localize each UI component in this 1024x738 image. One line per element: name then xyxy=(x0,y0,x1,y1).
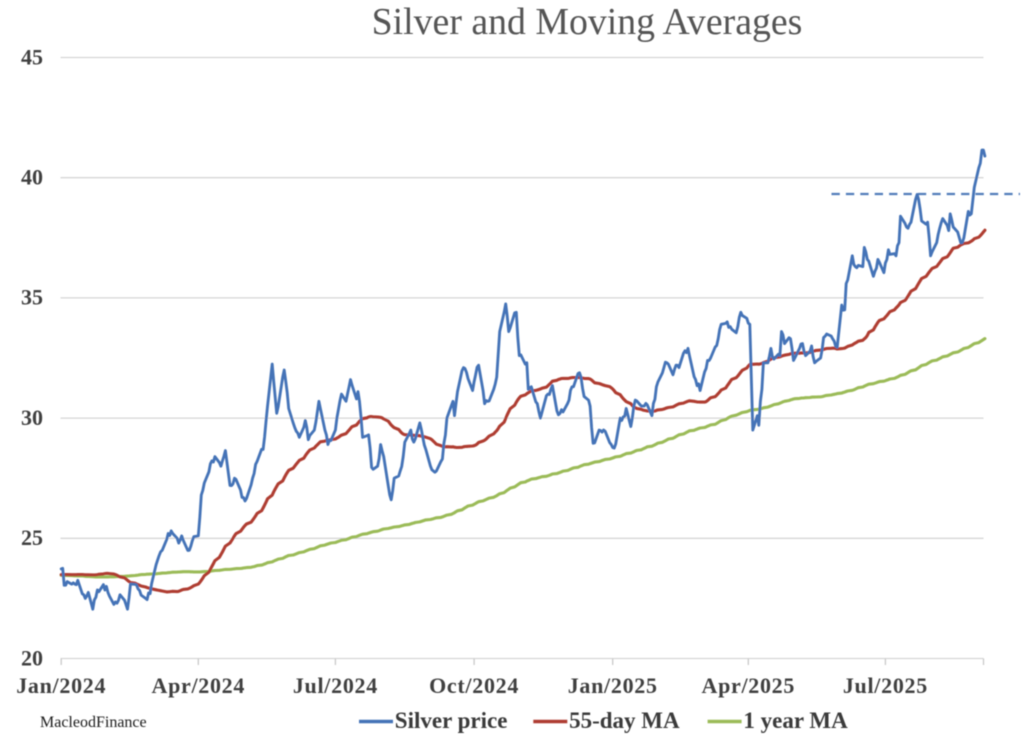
svg-text:25: 25 xyxy=(21,525,43,550)
svg-text:Silver price: Silver price xyxy=(395,708,508,733)
svg-text:55-day MA: 55-day MA xyxy=(569,708,680,733)
svg-text:45: 45 xyxy=(21,44,43,69)
svg-text:Jan/2025: Jan/2025 xyxy=(568,673,658,698)
svg-text:1 year MA: 1 year MA xyxy=(743,708,848,733)
svg-text:Jul/2025: Jul/2025 xyxy=(843,673,928,698)
svg-text:40: 40 xyxy=(21,165,43,190)
svg-text:30: 30 xyxy=(21,405,43,430)
svg-text:MacleodFinance: MacleodFinance xyxy=(40,714,147,731)
svg-text:Apr/2024: Apr/2024 xyxy=(151,673,245,698)
svg-text:Silver and Moving Averages: Silver and Moving Averages xyxy=(372,1,803,43)
svg-text:Apr/2025: Apr/2025 xyxy=(701,673,795,698)
svg-text:Oct/2024: Oct/2024 xyxy=(429,673,519,698)
svg-text:Jan/2024: Jan/2024 xyxy=(16,673,106,698)
svg-text:20: 20 xyxy=(21,645,43,670)
svg-text:Jul/2024: Jul/2024 xyxy=(293,673,378,698)
svg-text:35: 35 xyxy=(21,285,43,310)
